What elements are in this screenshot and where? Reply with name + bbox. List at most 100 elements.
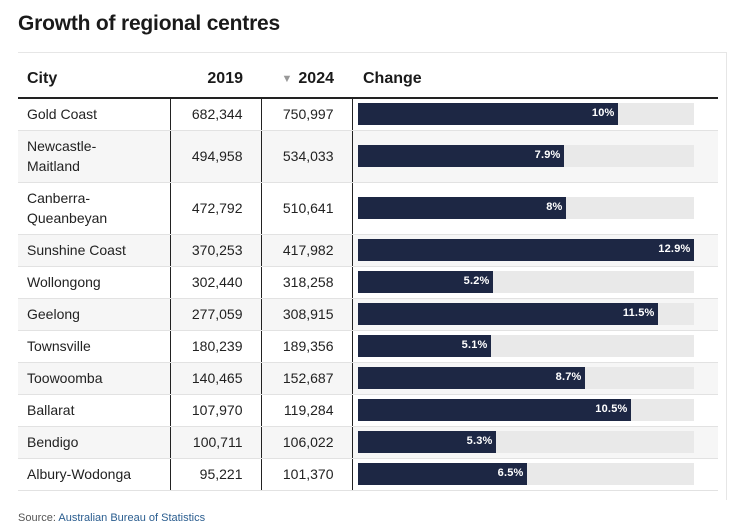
cell-2024: 750,997 [261,98,353,131]
change-bar: 12.9% [357,239,694,261]
cell-2024: 318,258 [261,266,353,299]
triangle-down-icon: ▼ [281,72,293,85]
cell-2019: 277,059 [169,298,262,331]
table-frame [18,52,727,500]
table-row: Albury-Wodonga 95,221 101,370 6.5% [18,458,718,491]
cell-change: 8.7% [352,362,718,395]
column-header-city[interactable]: City [18,60,170,99]
change-label: 7.9% [534,149,561,161]
change-label: 8.7% [555,371,582,383]
cell-2019: 472,792 [169,182,262,235]
cell-2019: 682,344 [169,98,262,131]
table-row: Bendigo 100,711 106,022 5.3% [18,426,718,459]
cell-2019: 370,253 [169,234,262,267]
column-header-2024-label: 2024 [298,69,334,87]
change-bar: 11.5% [357,303,658,325]
column-header-2019[interactable]: 2019 [170,60,261,99]
cell-2024: 308,915 [261,298,353,331]
change-bar-track: 10.5% [357,399,694,421]
change-bar: 8% [357,197,566,219]
change-bar: 10.5% [357,399,631,421]
cell-change: 12.9% [352,234,718,267]
cell-2024: 101,370 [261,458,353,491]
cell-city: Gold Coast [18,98,170,131]
table-row: Canberra- Queanbeyan 472,792 510,641 8% [18,182,718,235]
cell-city: Canberra- Queanbeyan [18,182,170,235]
change-bar: 6.5% [357,463,527,485]
cell-change: 10% [352,98,718,131]
cell-2019: 180,239 [169,330,262,363]
change-label: 5.2% [463,275,490,287]
cell-city: Wollongong [18,266,170,299]
change-bar: 5.1% [357,335,491,357]
cell-city: Townsville [18,330,170,363]
table-row: Gold Coast 682,344 750,997 10% [18,98,718,131]
change-bar-track: 12.9% [357,239,694,261]
change-bar-track: 8% [357,197,694,219]
table-row: Sunshine Coast 370,253 417,982 12.9% [18,234,718,267]
cell-2019: 95,221 [169,458,262,491]
table-row: Geelong 277,059 308,915 11.5% [18,298,718,331]
change-label: 12.9% [658,243,691,255]
cell-change: 7.9% [352,130,718,183]
change-bar: 7.9% [357,145,564,167]
change-bar: 5.3% [357,431,496,453]
cell-change: 11.5% [352,298,718,331]
table-row: Toowoomba 140,465 152,687 8.7% [18,362,718,395]
chart-title: Growth of regional centres [18,12,281,35]
source-link[interactable]: Australian Bureau of Statistics [58,512,206,524]
change-bar-track: 7.9% [357,145,694,167]
cell-city: Albury-Wodonga [18,458,170,491]
change-bar-track: 6.5% [357,463,694,485]
source-note: Source: Australian Bureau of Statistics [18,512,205,524]
cell-change: 5.1% [352,330,718,363]
cell-2019: 107,970 [169,394,262,427]
change-label: 6.5% [497,467,524,479]
column-header-2024[interactable]: ▼ 2024 [261,60,352,99]
cell-2024: 510,641 [261,182,353,235]
change-bar-track: 10% [357,103,694,126]
header-row: City 2019 ▼ 2024 Change [18,60,718,99]
cell-city: Toowoomba [18,362,170,395]
change-label: 8% [546,201,563,213]
table-row: Townsville 180,239 189,356 5.1% [18,330,718,363]
cell-2024: 119,284 [261,394,353,427]
cell-2019: 140,465 [169,362,262,395]
cell-2019: 494,958 [169,130,262,183]
change-bar-track: 5.2% [357,271,694,293]
cell-city: Newcastle- Maitland [18,130,170,183]
change-label: 10.5% [595,403,628,415]
column-header-change[interactable]: Change [352,60,718,99]
change-bar-track: 11.5% [357,303,694,325]
source-prefix: Source: [18,512,56,524]
table-row: Wollongong 302,440 318,258 5.2% [18,266,718,299]
cell-change: 10.5% [352,394,718,427]
cell-change: 6.5% [352,458,718,491]
table-row: Newcastle- Maitland 494,958 534,033 7.9% [18,130,718,183]
change-bar: 8.7% [357,367,585,389]
change-label: 5.1% [461,339,488,351]
cell-2024: 106,022 [261,426,353,459]
cell-2024: 189,356 [261,330,353,363]
data-table: City 2019 ▼ 2024 Change Gold Coast 682,344… [18,60,718,491]
cell-city: Bendigo [18,426,170,459]
cell-2024: 417,982 [261,234,353,267]
cell-change: 8% [352,182,718,235]
cell-2019: 100,711 [169,426,262,459]
cell-city: Geelong [18,298,170,331]
change-bar-track: 8.7% [357,367,694,389]
change-label: 5.3% [466,435,493,447]
cell-city: Sunshine Coast [18,234,170,267]
change-bar-track: 5.1% [357,335,694,357]
cell-2024: 152,687 [261,362,353,395]
cell-change: 5.2% [352,266,718,299]
change-label: 10% [591,107,615,120]
change-bar-track: 5.3% [357,431,694,453]
cell-city: Ballarat [18,394,170,427]
cell-2019: 302,440 [169,266,262,299]
cell-change: 5.3% [352,426,718,459]
change-bar: 5.2% [357,271,493,293]
change-bar: 10% [357,103,618,126]
change-label: 11.5% [622,307,655,319]
cell-2024: 534,033 [261,130,353,183]
